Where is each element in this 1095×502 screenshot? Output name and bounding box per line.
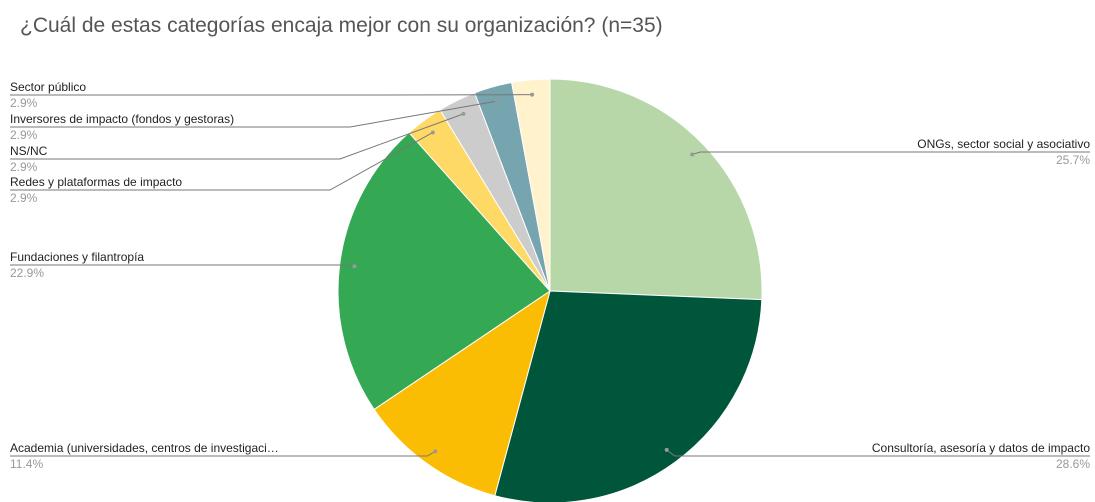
slice-label: Sector público <box>10 80 86 94</box>
slice-label: Inversores de impacto (fondos y gestoras… <box>10 112 234 126</box>
slice-label: ONGs, sector social y asociativo <box>917 137 1090 151</box>
slice-label: Consultoría, asesoría y datos de impacto <box>872 441 1090 455</box>
slice-value-label: 2.9% <box>10 160 38 174</box>
leader-line <box>10 113 464 160</box>
slice-label: Academia (universidades, centros de inve… <box>10 441 279 455</box>
leader-line <box>10 264 355 267</box>
slice-value-label: 2.9% <box>10 191 38 205</box>
leader-line <box>666 449 1090 457</box>
slice-value-label: 2.9% <box>10 128 38 142</box>
leader-dot <box>664 447 669 452</box>
pie-slice <box>337 131 551 411</box>
leader-line <box>10 100 497 128</box>
slice-label: NS/NC <box>10 144 48 158</box>
leader-dot <box>430 130 435 135</box>
pie-slice <box>373 289 551 497</box>
slice-label: Fundaciones y filantropía <box>10 250 144 264</box>
pie-slice <box>494 290 763 502</box>
pie-slice <box>549 78 763 301</box>
leader-dot <box>433 449 438 454</box>
leader-line <box>10 132 434 191</box>
slice-value-label: 25.7% <box>1056 153 1090 167</box>
slice-value-label: 11.4% <box>10 457 43 471</box>
leader-dot <box>352 264 357 269</box>
leader-dot <box>530 92 535 97</box>
leader-dot <box>494 99 499 104</box>
leader-line <box>692 151 1090 155</box>
slice-value-label: 22.9% <box>10 266 44 280</box>
chart-title: ¿Cuál de estas categorías encaja mejor c… <box>20 14 663 37</box>
leader-dot <box>690 152 695 157</box>
leader-line <box>10 450 436 457</box>
slice-value-label: 28.6% <box>1056 457 1090 471</box>
slice-value-label: 2.9% <box>10 96 38 110</box>
slice-label: Redes y plataformas de impacto <box>10 175 182 189</box>
pie-slice <box>511 78 551 292</box>
leader-dot <box>461 111 466 116</box>
